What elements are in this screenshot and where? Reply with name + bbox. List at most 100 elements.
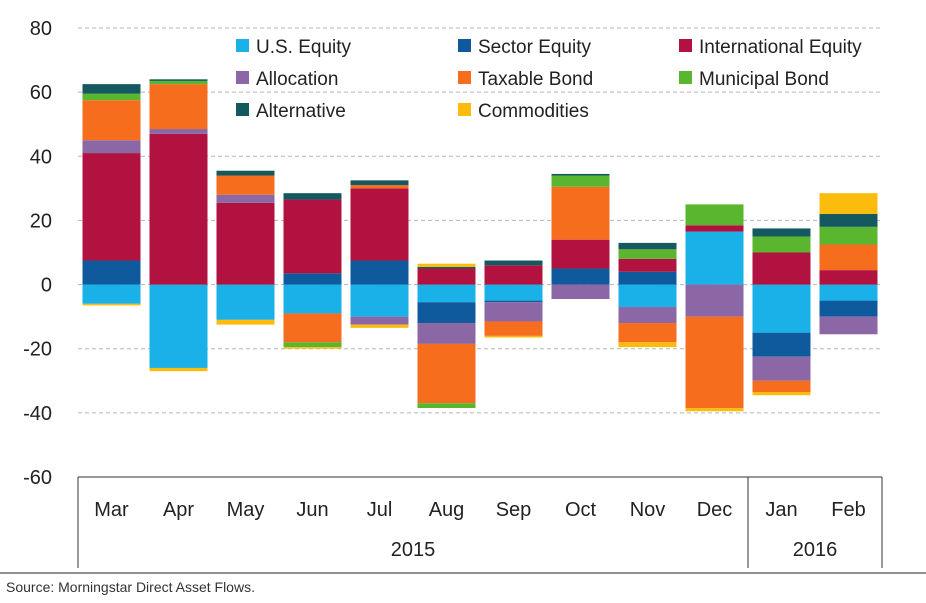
x-tick-label: Jan <box>765 499 797 521</box>
bar-segment-sep-u-s-equity <box>484 284 543 301</box>
x-tick-label: Jul <box>367 499 393 521</box>
year-label: 2015 <box>391 539 436 561</box>
bar-segment-aug-municipal-bond <box>417 403 476 409</box>
legend-swatch <box>458 71 471 84</box>
bar-segment-jun-municipal-bond <box>283 342 342 348</box>
bar-segment-jun-international-equity <box>283 199 342 274</box>
bar-segment-aug-allocation <box>417 323 476 344</box>
legend: U.S. Equity Sector Equity International Eq… <box>236 37 862 122</box>
legend-label: Commodities <box>478 101 589 122</box>
x-tick-label: Nov <box>630 499 666 521</box>
bar-segment-nov-u-s-equity <box>618 284 677 308</box>
bar-segment-feb-allocation <box>819 316 878 335</box>
legend-label: Allocation <box>256 69 338 90</box>
bar-segment-oct-municipal-bond <box>551 175 610 187</box>
bar-segment-apr-international-equity <box>149 133 208 285</box>
bar-segment-nov-municipal-bond <box>618 249 677 259</box>
legend-swatch <box>236 103 249 116</box>
bar-segment-mar-commodities <box>82 303 141 306</box>
bar-segment-oct-allocation <box>551 284 610 300</box>
bar-segment-jul-international-equity <box>350 188 409 261</box>
legend-swatch <box>458 39 471 52</box>
bar-segment-apr-commodities <box>149 367 208 372</box>
bar-segment-nov-allocation <box>618 307 677 324</box>
year-label: 2016 <box>793 539 838 561</box>
bar-segment-jul-alternative <box>350 180 409 186</box>
y-axis-ticks: 80 60 40 20 0 -20 -40 -60 <box>23 18 52 489</box>
bar-segment-feb-commodities <box>819 193 878 215</box>
bar-segment-jul-taxable-bond <box>350 185 409 189</box>
bar-segment-jan-u-s-equity <box>752 284 811 333</box>
bar-segment-dec-municipal-bond <box>685 204 744 226</box>
legend-swatch <box>458 103 471 116</box>
bar-segment-feb-taxable-bond <box>819 244 878 271</box>
y-tick-label: 80 <box>30 18 52 40</box>
bar-segment-aug-international-equity <box>417 268 476 285</box>
legend-swatch <box>236 71 249 84</box>
x-tick-label: Oct <box>565 499 597 521</box>
y-tick-label: -40 <box>23 403 52 425</box>
bar-segment-nov-alternative <box>618 242 677 250</box>
x-axis: Mar Apr May Jun Jul Aug Sep Oct Nov Dec Jan Feb 2015… <box>77 476 883 568</box>
bar-segment-jan-alternative <box>752 228 811 237</box>
legend-swatch <box>679 71 692 84</box>
x-tick-label: Dec <box>697 499 733 521</box>
bar-segment-apr-taxable-bond <box>149 84 208 130</box>
bar-segment-nov-sector-equity <box>618 271 677 285</box>
y-tick-label: 20 <box>30 210 52 232</box>
bar-segment-feb-municipal-bond <box>819 226 878 245</box>
bar-segment-oct-international-equity <box>551 239 610 269</box>
bar-segment-aug-sector-equity <box>417 302 476 324</box>
bar-segment-sep-alternative <box>484 260 543 266</box>
bar-segment-aug-alternative <box>417 266 476 269</box>
bar-segment-jul-commodities <box>350 324 409 328</box>
x-tick-label: Jun <box>296 499 328 521</box>
bar-segment-may-taxable-bond <box>216 175 275 195</box>
bar-segment-aug-commodities <box>417 263 476 267</box>
bar-segment-jun-sector-equity <box>283 273 342 285</box>
y-tick-label: 40 <box>30 146 52 168</box>
bar-segment-jun-commodities <box>283 347 342 349</box>
bar-segment-sep-sector-equity <box>484 300 543 303</box>
bar-segment-dec-u-s-equity <box>685 231 744 285</box>
gridlines <box>78 27 882 414</box>
bar-segment-jun-u-s-equity <box>283 284 342 314</box>
legend-label: Municipal Bond <box>699 69 829 90</box>
bar-segment-mar-alternative <box>82 84 141 94</box>
bar-segment-oct-sector-equity <box>551 268 610 285</box>
bar-segment-jan-municipal-bond <box>752 236 811 253</box>
y-tick-label: -20 <box>23 339 52 361</box>
bar-segment-sep-taxable-bond <box>484 321 543 336</box>
bar-segment-apr-allocation <box>149 129 208 134</box>
x-tick-label: Mar <box>94 499 129 521</box>
bar-segment-may-u-s-equity <box>216 284 275 320</box>
bar-segment-may-commodities <box>216 319 275 325</box>
bar-segment-sep-international-equity <box>484 265 543 285</box>
bar-segment-feb-international-equity <box>819 270 878 285</box>
bar-segment-mar-international-equity <box>82 153 141 261</box>
bar-segment-may-alternative <box>216 170 275 176</box>
legend-swatch <box>236 39 249 52</box>
y-tick-label: -60 <box>23 467 52 489</box>
legend-swatch <box>679 39 692 52</box>
bar-segment-nov-commodities <box>618 342 677 348</box>
bar-segment-apr-u-s-equity <box>149 284 208 368</box>
bar-segment-jan-commodities <box>752 392 811 396</box>
bar-segment-mar-taxable-bond <box>82 100 141 141</box>
bar-segment-may-international-equity <box>216 202 275 285</box>
bar-segment-apr-municipal-bond <box>149 80 208 85</box>
bar-segment-sep-allocation <box>484 302 543 322</box>
bar-segment-jul-sector-equity <box>350 260 409 285</box>
bar-segment-jun-alternative <box>283 193 342 200</box>
legend-label: Taxable Bond <box>478 69 593 90</box>
bar-segment-aug-u-s-equity <box>417 284 476 303</box>
bar-segment-jan-international-equity <box>752 252 811 285</box>
bar-segment-jan-sector-equity <box>752 332 811 357</box>
bar-segment-oct-alternative <box>551 173 610 176</box>
bar-segment-nov-international-equity <box>618 258 677 272</box>
bar-segment-aug-taxable-bond <box>417 343 476 404</box>
bar-segment-mar-u-s-equity <box>82 284 141 304</box>
x-tick-label: May <box>227 499 265 521</box>
bar-segment-dec-allocation <box>685 284 744 317</box>
